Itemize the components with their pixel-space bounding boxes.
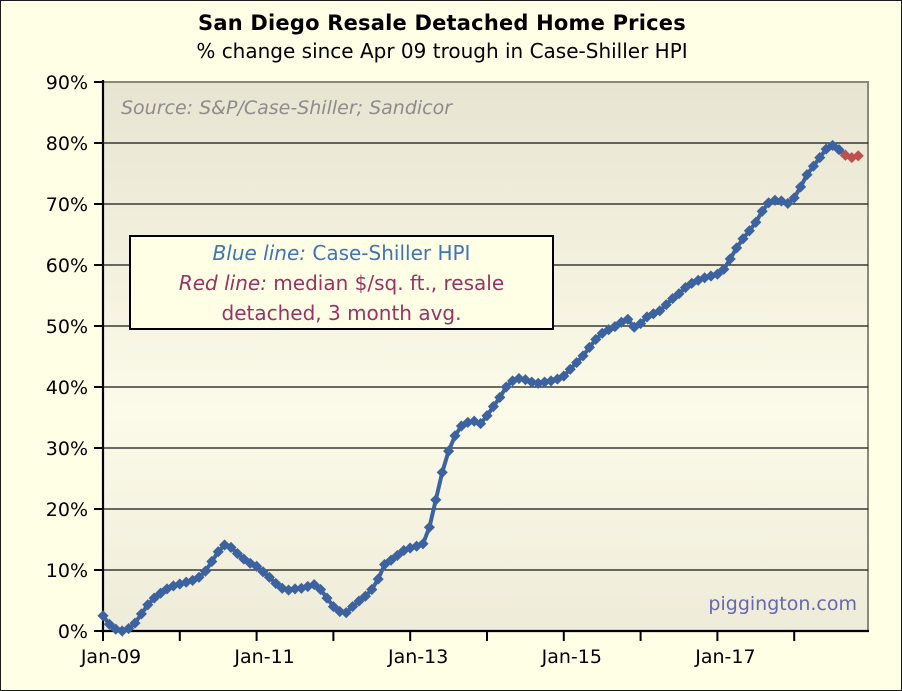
- legend-box: Blue line: Case-Shiller HPI Red line: me…: [129, 235, 554, 330]
- y-tick-label-50%: 50%: [46, 316, 88, 338]
- y-tick-label-80%: 80%: [46, 133, 88, 155]
- series-markers-0: [97, 139, 851, 637]
- watermark-piggington: piggington.com: [708, 593, 857, 615]
- x-tick-label-Jan-13: Jan-13: [387, 646, 448, 668]
- legend-red-label: Red line:: [178, 270, 267, 295]
- x-tick-label-Jan-09: Jan-09: [80, 646, 141, 668]
- y-tick-label-10%: 10%: [46, 560, 88, 582]
- series-markers-1: [839, 149, 864, 164]
- plot-area: [102, 81, 869, 632]
- y-tick-label-70%: 70%: [46, 194, 88, 216]
- legend-blue-label: Blue line:: [212, 240, 306, 265]
- chart-title: San Diego Resale Detached Home Prices: [198, 11, 686, 35]
- y-tick-label-30%: 30%: [46, 438, 88, 460]
- source-note: Source: S&P/Case-Shiller; Sandicor: [121, 97, 453, 119]
- y-tick-label-20%: 20%: [46, 499, 88, 521]
- legend-blue-value: Case-Shiller HPI: [312, 240, 471, 265]
- x-tick-label-Jan-15: Jan-15: [541, 646, 602, 668]
- x-tick-label-Jan-11: Jan-11: [233, 646, 294, 668]
- y-tick-label-90%: 90%: [46, 72, 88, 94]
- x-tick-label-Jan-17: Jan-17: [694, 646, 755, 668]
- legend-line-red: Red line: median $/sq. ft., resale detac…: [131, 268, 552, 328]
- y-tick-label-60%: 60%: [46, 255, 88, 277]
- y-tick-label-0%: 0%: [58, 621, 88, 643]
- legend-red-value: median $/sq. ft., resale detached, 3 mon…: [221, 270, 505, 325]
- y-tick-label-40%: 40%: [46, 377, 88, 399]
- chart-subtitle: % change since Apr 09 trough in Case-Shi…: [196, 39, 688, 63]
- legend-line-blue: Blue line: Case-Shiller HPI: [131, 238, 552, 268]
